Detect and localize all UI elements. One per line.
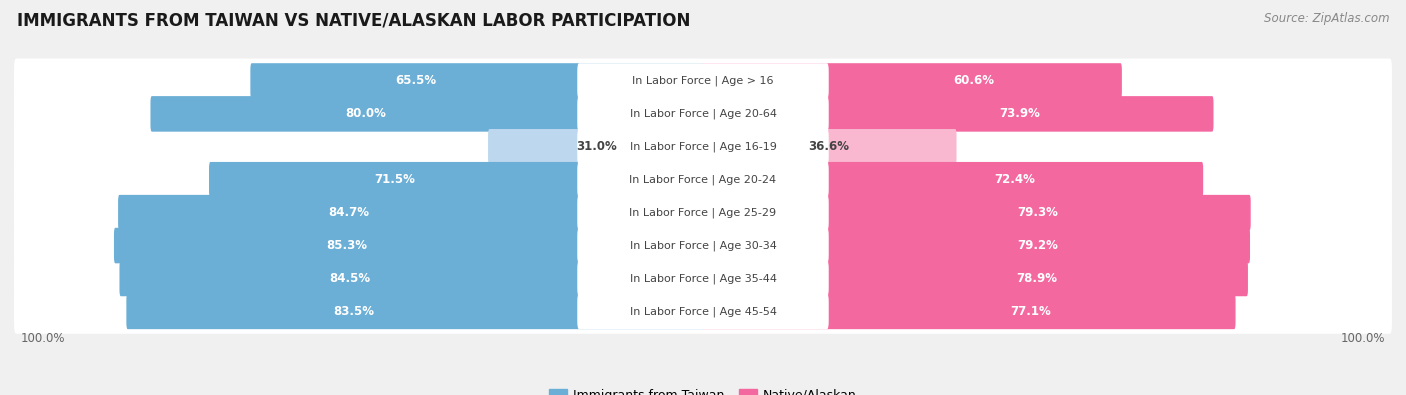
FancyBboxPatch shape [127, 293, 704, 329]
Text: In Labor Force | Age 30-34: In Labor Force | Age 30-34 [630, 240, 776, 251]
Text: In Labor Force | Age > 16: In Labor Force | Age > 16 [633, 76, 773, 86]
Text: 73.9%: 73.9% [1000, 107, 1040, 120]
FancyBboxPatch shape [578, 63, 828, 99]
Legend: Immigrants from Taiwan, Native/Alaskan: Immigrants from Taiwan, Native/Alaskan [544, 384, 862, 395]
FancyBboxPatch shape [702, 63, 1122, 99]
Text: In Labor Force | Age 45-54: In Labor Force | Age 45-54 [630, 306, 776, 317]
Text: 72.4%: 72.4% [994, 173, 1035, 186]
FancyBboxPatch shape [14, 223, 1392, 268]
FancyBboxPatch shape [150, 96, 704, 132]
Text: In Labor Force | Age 25-29: In Labor Force | Age 25-29 [630, 207, 776, 218]
Text: 71.5%: 71.5% [374, 173, 415, 186]
FancyBboxPatch shape [14, 58, 1392, 103]
FancyBboxPatch shape [114, 228, 704, 263]
Text: 31.0%: 31.0% [576, 140, 617, 153]
Text: 77.1%: 77.1% [1011, 305, 1050, 318]
Text: In Labor Force | Age 35-44: In Labor Force | Age 35-44 [630, 273, 776, 284]
FancyBboxPatch shape [578, 293, 828, 329]
Text: 84.5%: 84.5% [329, 272, 370, 285]
FancyBboxPatch shape [14, 124, 1392, 169]
FancyBboxPatch shape [578, 261, 828, 296]
Text: 84.7%: 84.7% [329, 206, 370, 219]
FancyBboxPatch shape [14, 157, 1392, 202]
Text: IMMIGRANTS FROM TAIWAN VS NATIVE/ALASKAN LABOR PARTICIPATION: IMMIGRANTS FROM TAIWAN VS NATIVE/ALASKAN… [17, 12, 690, 30]
FancyBboxPatch shape [250, 63, 704, 99]
FancyBboxPatch shape [118, 195, 704, 230]
FancyBboxPatch shape [578, 129, 828, 165]
FancyBboxPatch shape [702, 96, 1213, 132]
FancyBboxPatch shape [702, 261, 1249, 296]
Text: 83.5%: 83.5% [333, 305, 374, 318]
FancyBboxPatch shape [578, 195, 828, 230]
FancyBboxPatch shape [702, 293, 1236, 329]
FancyBboxPatch shape [578, 228, 828, 263]
FancyBboxPatch shape [120, 261, 704, 296]
FancyBboxPatch shape [578, 162, 828, 198]
Text: 85.3%: 85.3% [326, 239, 367, 252]
FancyBboxPatch shape [14, 190, 1392, 235]
Text: 78.9%: 78.9% [1017, 272, 1057, 285]
Text: 80.0%: 80.0% [344, 107, 385, 120]
FancyBboxPatch shape [488, 129, 704, 165]
FancyBboxPatch shape [702, 195, 1251, 230]
FancyBboxPatch shape [14, 92, 1392, 136]
Text: In Labor Force | Age 20-64: In Labor Force | Age 20-64 [630, 109, 776, 119]
Text: In Labor Force | Age 16-19: In Labor Force | Age 16-19 [630, 141, 776, 152]
FancyBboxPatch shape [702, 129, 956, 165]
FancyBboxPatch shape [209, 162, 704, 198]
Text: 60.6%: 60.6% [953, 75, 994, 87]
Text: Source: ZipAtlas.com: Source: ZipAtlas.com [1264, 12, 1389, 25]
Text: 65.5%: 65.5% [395, 75, 436, 87]
Text: 100.0%: 100.0% [1340, 332, 1385, 345]
Text: 79.2%: 79.2% [1018, 239, 1059, 252]
FancyBboxPatch shape [14, 289, 1392, 334]
Text: 36.6%: 36.6% [808, 140, 849, 153]
FancyBboxPatch shape [578, 96, 828, 132]
FancyBboxPatch shape [702, 162, 1204, 198]
Text: In Labor Force | Age 20-24: In Labor Force | Age 20-24 [630, 175, 776, 185]
Text: 79.3%: 79.3% [1018, 206, 1059, 219]
Text: 100.0%: 100.0% [21, 332, 66, 345]
FancyBboxPatch shape [14, 256, 1392, 301]
FancyBboxPatch shape [702, 228, 1250, 263]
